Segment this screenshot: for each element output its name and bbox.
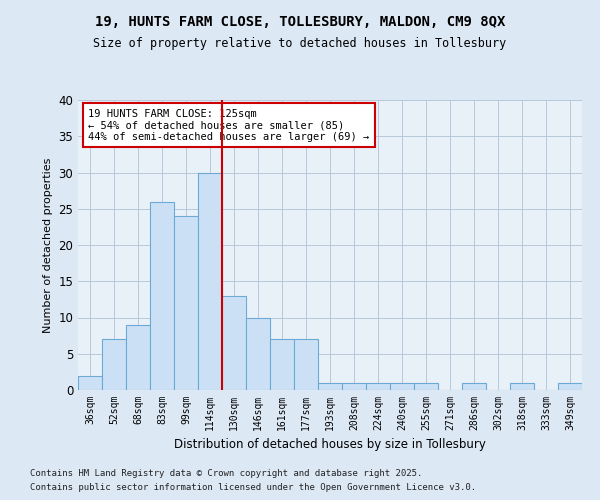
Text: Contains public sector information licensed under the Open Government Licence v3: Contains public sector information licen…: [30, 484, 476, 492]
Text: Contains HM Land Registry data © Crown copyright and database right 2025.: Contains HM Land Registry data © Crown c…: [30, 468, 422, 477]
Bar: [270, 339, 294, 390]
Bar: [462, 383, 486, 390]
Bar: [78, 376, 102, 390]
Bar: [174, 216, 198, 390]
Bar: [102, 339, 126, 390]
Bar: [390, 383, 414, 390]
Bar: [558, 383, 582, 390]
Bar: [198, 172, 222, 390]
Bar: [510, 383, 534, 390]
Text: 19 HUNTS FARM CLOSE: 125sqm
← 54% of detached houses are smaller (85)
44% of sem: 19 HUNTS FARM CLOSE: 125sqm ← 54% of det…: [88, 108, 370, 142]
Y-axis label: Number of detached properties: Number of detached properties: [43, 158, 53, 332]
Bar: [366, 383, 390, 390]
X-axis label: Distribution of detached houses by size in Tollesbury: Distribution of detached houses by size …: [174, 438, 486, 452]
Bar: [222, 296, 246, 390]
Bar: [294, 339, 318, 390]
Bar: [318, 383, 342, 390]
Bar: [126, 325, 150, 390]
Text: Size of property relative to detached houses in Tollesbury: Size of property relative to detached ho…: [94, 38, 506, 51]
Bar: [342, 383, 366, 390]
Bar: [414, 383, 438, 390]
Bar: [246, 318, 270, 390]
Text: 19, HUNTS FARM CLOSE, TOLLESBURY, MALDON, CM9 8QX: 19, HUNTS FARM CLOSE, TOLLESBURY, MALDON…: [95, 15, 505, 29]
Bar: [150, 202, 174, 390]
